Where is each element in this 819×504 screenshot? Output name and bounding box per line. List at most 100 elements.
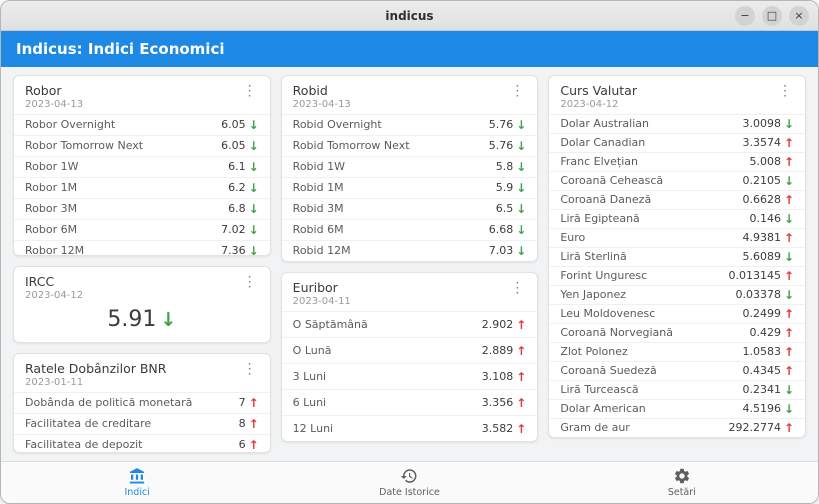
row-value: 3.108 ↑ bbox=[482, 370, 527, 384]
row-value: 292.2774 ↑ bbox=[728, 421, 794, 435]
kebab-menu-icon[interactable]: ⋮ bbox=[510, 279, 525, 295]
row-label: Yen Japonez bbox=[560, 288, 627, 301]
trend-arrow-icon: ↓ bbox=[516, 244, 527, 258]
trend-arrow-icon: ↑ bbox=[783, 326, 795, 340]
row-label: Zlot Polonez bbox=[560, 345, 628, 358]
row-label: Robid Tomorrow Next bbox=[292, 139, 410, 152]
index-row: Robor 1M 6.2 ↓ bbox=[14, 177, 270, 198]
value-number: 0.013145 bbox=[728, 269, 781, 282]
trend-arrow-icon: ↓ bbox=[160, 308, 177, 331]
robid-rows: Robid Overnight 5.76 ↓ Robid Tomorrow Nex… bbox=[281, 114, 538, 261]
index-row: Robor 12M 7.36 ↓ bbox=[14, 240, 270, 255]
kebab-menu-icon[interactable]: ⋮ bbox=[242, 273, 257, 290]
row-label: Dolar Canadian bbox=[560, 136, 646, 149]
window-controls: − □ × bbox=[735, 5, 818, 26]
value-number: 292.2774 bbox=[728, 421, 781, 434]
trend-arrow-icon: ↓ bbox=[783, 288, 795, 302]
kebab-menu-icon[interactable]: ⋮ bbox=[242, 82, 257, 98]
row-value: 2.902 ↑ bbox=[482, 318, 527, 332]
card-robor-header: Robor 2023-04-13 ⋮ bbox=[14, 76, 270, 114]
currency-row: Dolar Canadian 3.3574 ↑ bbox=[549, 133, 806, 152]
currency-row: Euro 4.9381 ↑ bbox=[549, 228, 806, 247]
titlebar[interactable]: indicus − □ × bbox=[1, 1, 818, 31]
row-value: 3.356 ↑ bbox=[482, 396, 527, 410]
card-date: 2023-04-11 bbox=[292, 296, 351, 307]
row-label: Liră Turcească bbox=[560, 383, 639, 396]
row-value: 5.8 ↓ bbox=[496, 160, 527, 174]
row-value: 6.1 ↓ bbox=[228, 160, 259, 174]
index-row: 6 Luni 3.356 ↑ bbox=[281, 389, 538, 415]
row-value: 6.8 ↓ bbox=[228, 202, 259, 216]
row-label: Liră Egipteană bbox=[560, 212, 640, 225]
card-title: Curs Valutar bbox=[560, 83, 637, 98]
value-number: 4.9381 bbox=[742, 231, 781, 244]
trend-arrow-icon: ↑ bbox=[516, 369, 527, 384]
card-date: 2023-04-12 bbox=[560, 99, 619, 110]
value-number: 6.5 bbox=[495, 202, 514, 215]
card-curs-valutar: Curs Valutar 2023-04-12 ⋮ Dolar Australi… bbox=[548, 75, 807, 438]
trend-arrow-icon: ↓ bbox=[516, 118, 527, 132]
currency-row: Coroană Norvegiană 0.429 ↑ bbox=[549, 323, 806, 342]
value-number: 3.356 bbox=[481, 395, 514, 409]
row-value: 5.6089 ↓ bbox=[742, 250, 794, 264]
maximize-button[interactable]: □ bbox=[762, 5, 782, 26]
value-number: 7.02 bbox=[221, 223, 246, 236]
trend-arrow-icon: ↑ bbox=[248, 438, 259, 453]
nav-item-date-istorice[interactable]: Date Istorice bbox=[273, 462, 545, 503]
currency-row: Coroană Suedeză 0.4345 ↑ bbox=[549, 361, 806, 380]
row-value: 2.889 ↑ bbox=[482, 344, 527, 358]
bnr-rows: Dobânda de politică monetară 7 ↑ Facilita… bbox=[14, 392, 270, 453]
value-number: 0.146 bbox=[749, 212, 781, 225]
card-date: 2023-04-12 bbox=[25, 290, 84, 302]
trend-arrow-icon: ↑ bbox=[516, 421, 527, 436]
currency-row: Coroană Cehească 0.2105 ↓ bbox=[549, 171, 806, 190]
window-title: indicus bbox=[385, 8, 434, 23]
row-value: 5.008 ↑ bbox=[749, 155, 794, 169]
kebab-menu-icon[interactable]: ⋮ bbox=[242, 360, 257, 377]
row-value: 6.05 ↓ bbox=[221, 139, 259, 153]
row-label: Gram de aur bbox=[560, 421, 630, 434]
row-value: 0.2341 ↓ bbox=[742, 383, 794, 397]
nav-label: Indici bbox=[124, 487, 150, 498]
card-ircc-header: IRCC 2023-04-12 ⋮ bbox=[14, 267, 270, 305]
value-number: 3.582 bbox=[481, 421, 514, 435]
trend-arrow-icon: ↑ bbox=[783, 155, 795, 169]
row-value: 0.2105 ↓ bbox=[742, 174, 794, 188]
row-label: Coroană Daneză bbox=[560, 193, 652, 206]
close-button[interactable]: × bbox=[789, 5, 809, 26]
value-number: 0.2341 bbox=[742, 383, 781, 396]
value-number: 0.429 bbox=[749, 326, 781, 339]
kebab-menu-icon[interactable]: ⋮ bbox=[778, 82, 793, 98]
value-number: 6.05 bbox=[221, 139, 246, 152]
trend-arrow-icon: ↑ bbox=[783, 269, 795, 283]
row-value: 6.5 ↓ bbox=[496, 202, 527, 216]
row-label: Robid 3M bbox=[292, 202, 344, 215]
robor-rows: Robor Overnight 6.05 ↓ Robor Tomorrow Nex… bbox=[14, 114, 270, 255]
currency-row: Leu Moldovenesc 0.2499 ↑ bbox=[549, 304, 806, 323]
row-value: 5.9 ↓ bbox=[496, 181, 527, 195]
trend-arrow-icon: ↑ bbox=[783, 307, 795, 321]
trend-arrow-icon: ↑ bbox=[783, 231, 795, 245]
euribor-rows: O Săptămână 2.902 ↑ O Lună 2.889 ↑ 3 Luni … bbox=[281, 311, 538, 441]
value-number: 3.108 bbox=[481, 369, 514, 383]
nav-item-setari[interactable]: Setări bbox=[546, 462, 818, 503]
value-number: 4.5196 bbox=[742, 402, 781, 415]
gear-icon bbox=[673, 467, 691, 485]
value-number: 6.68 bbox=[488, 223, 514, 236]
currency-row: Liră Egipteană 0.146 ↓ bbox=[549, 209, 806, 228]
trend-arrow-icon: ↓ bbox=[516, 139, 527, 153]
trend-arrow-icon: ↓ bbox=[783, 250, 795, 264]
card-ircc: IRCC 2023-04-12 ⋮ 5.91 ↓ bbox=[13, 266, 271, 344]
row-label: Robor 6M bbox=[25, 223, 78, 236]
kebab-menu-icon[interactable]: ⋮ bbox=[510, 82, 525, 98]
card-title: Ratele Dobânzilor BNR bbox=[25, 361, 167, 377]
row-value: 5.76 ↓ bbox=[489, 118, 527, 132]
minimize-button[interactable]: − bbox=[735, 5, 755, 26]
value-number: 6 bbox=[238, 438, 246, 452]
row-value: 4.5196 ↓ bbox=[742, 402, 794, 416]
row-label: Robid 6M bbox=[292, 223, 344, 236]
index-row: Facilitatea de depozit 6 ↑ bbox=[14, 434, 270, 453]
currency-row: Dolar American 4.5196 ↓ bbox=[549, 399, 806, 418]
row-label: 6 Luni bbox=[292, 395, 327, 409]
nav-item-indici[interactable]: Indici bbox=[1, 462, 273, 503]
